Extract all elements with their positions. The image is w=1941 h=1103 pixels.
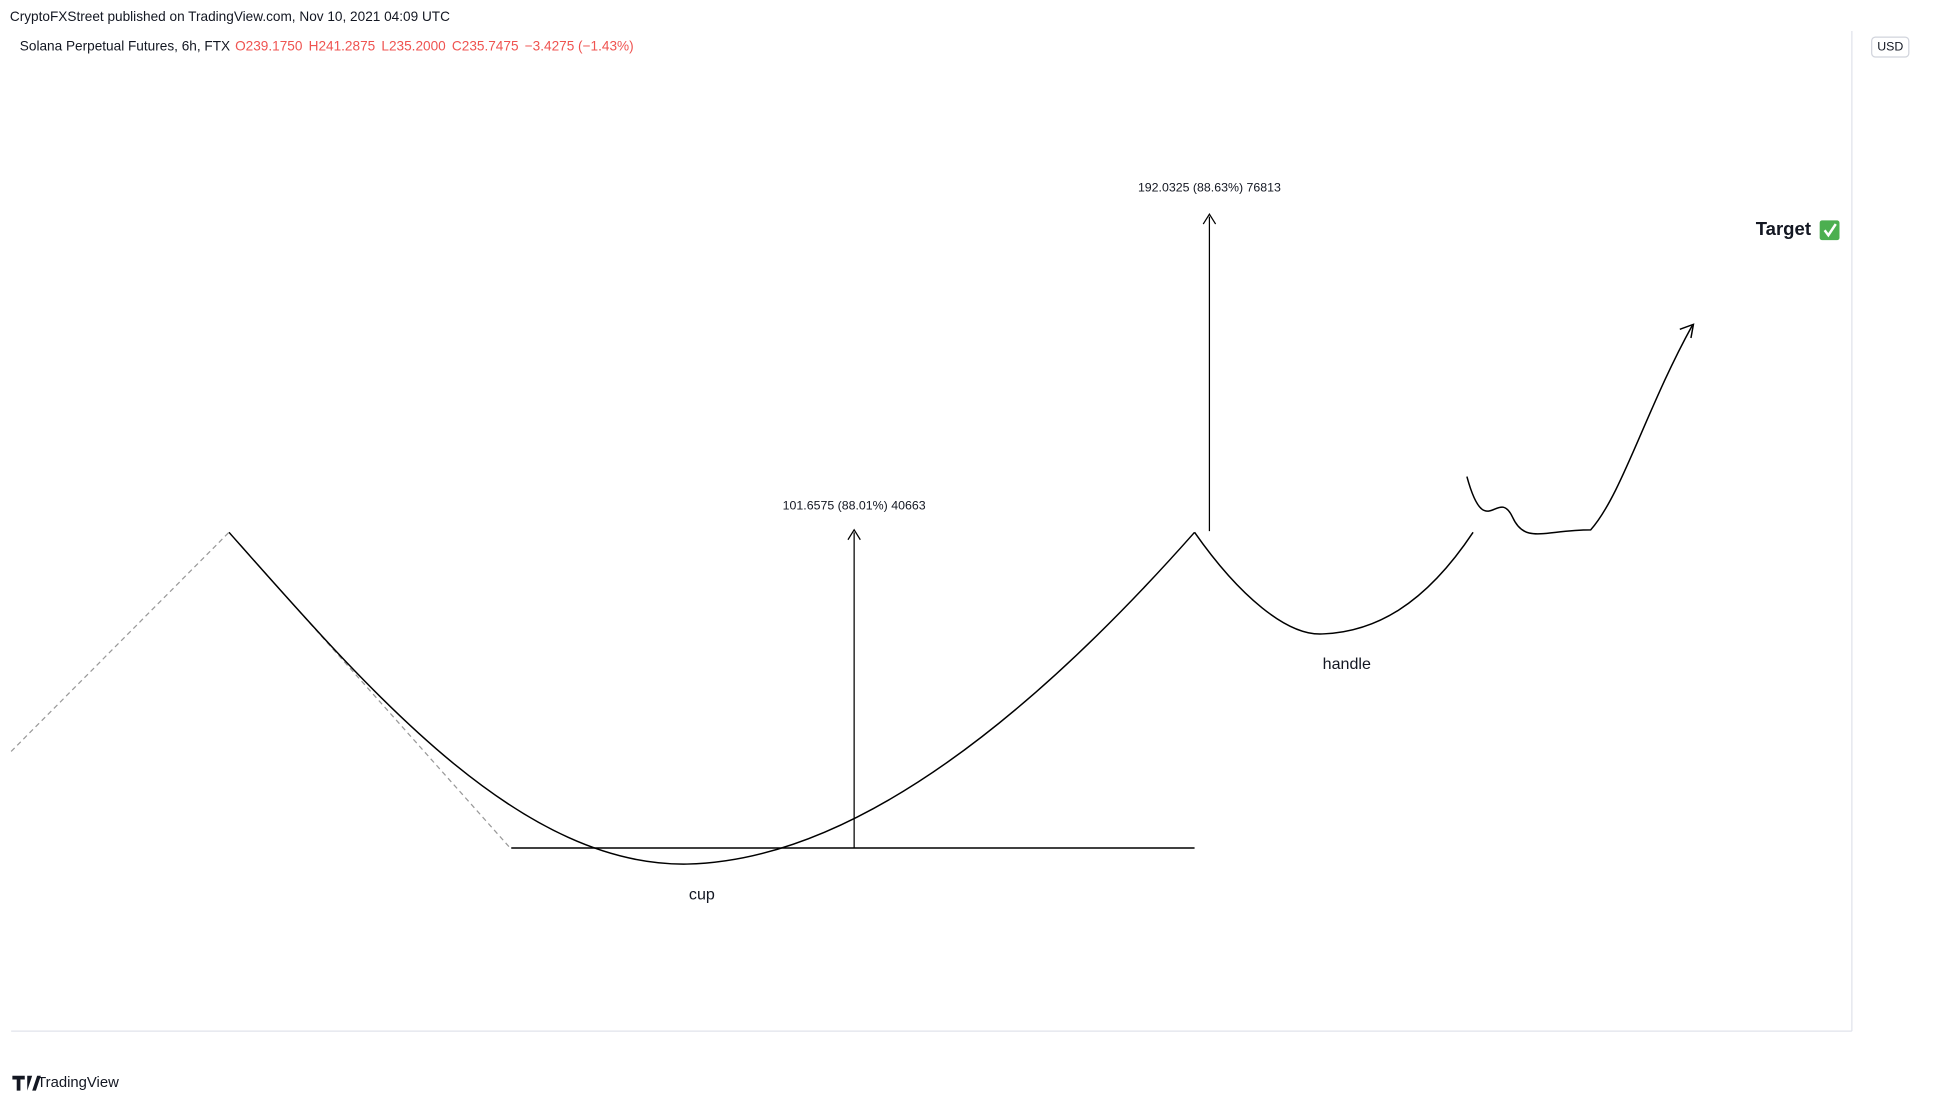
projection-path (1466, 325, 1693, 535)
legend-high: H241.2875 (309, 39, 376, 54)
arrow-head (847, 528, 861, 541)
drawings (10, 213, 1695, 865)
handle-label: handle (1323, 655, 1371, 673)
check-mark (1823, 223, 1837, 238)
check-icon (1819, 220, 1840, 241)
currency[interactable]: USD (1877, 39, 1903, 53)
legend-low: L235.2000 (381, 39, 446, 54)
publisher: CryptoFXStreet published on TradingView.… (10, 9, 450, 24)
handle-curve (1193, 531, 1474, 635)
arrow-head (1202, 213, 1217, 225)
target-label: Target (1756, 218, 1811, 239)
legend-close: C235.7475 (452, 39, 519, 54)
measure-label: 192.0325 (88.63%) 76813 (1138, 180, 1281, 194)
arrow-head (1679, 323, 1695, 339)
cup-curve (228, 531, 1196, 865)
axes (11, 30, 1853, 1032)
symbol: Solana Perpetual Futures, 6h, FTX (20, 39, 230, 54)
measure-label-bg (1145, 179, 1284, 197)
legend-change: −3.4275 (−1.43%) (525, 39, 634, 54)
cup-label: cup (689, 885, 715, 903)
measure-label: 101.6575 (88.01%) 40663 (783, 499, 926, 513)
currency-box[interactable] (1871, 36, 1910, 58)
brand: TradingView (37, 1075, 119, 1091)
brand-logo (12, 1075, 41, 1091)
legend-open: O239.1750 (235, 39, 303, 54)
